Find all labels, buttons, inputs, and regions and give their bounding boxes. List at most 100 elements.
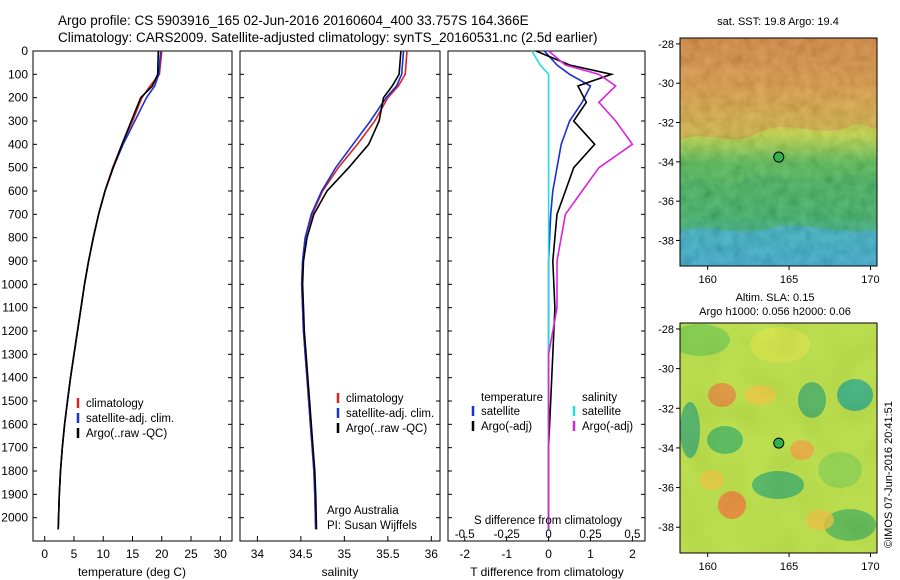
- lon-tick-label: 170: [861, 274, 879, 286]
- depth-tick-label: 300: [8, 114, 28, 128]
- x-tick-label: 10: [97, 547, 111, 561]
- lat-tick-label: -38: [658, 235, 674, 247]
- legend-label-t-argo: Argo(-adj): [481, 421, 532, 433]
- sla-heatmap: [680, 323, 877, 553]
- lat-tick-label: -36: [658, 196, 674, 208]
- credit-line-1: Argo Australia: [327, 505, 399, 517]
- legend-title-temperature: temperature: [481, 392, 543, 404]
- legend-label-s-argo: Argo(-adj): [582, 421, 633, 433]
- lat-tick-label: -30: [658, 364, 674, 376]
- depth-tick-label: 1900: [1, 487, 28, 501]
- depth-tick-label: 1600: [1, 417, 28, 431]
- s-tick-label: -0.25: [494, 529, 520, 541]
- legend-label-argo: Argo(..raw -QC): [346, 423, 427, 435]
- x-tick-label: 0: [41, 547, 48, 561]
- depth-tick-label: 900: [8, 254, 28, 268]
- x-tick-label: 2: [629, 547, 636, 561]
- x-tick-label: 36: [425, 547, 439, 561]
- x-tick-label: 15: [126, 547, 140, 561]
- sla-map-ticks: 160 165 170 -28 -30 -32 -34 -36 -38: [658, 324, 880, 573]
- temperature-x-label: temperature (deg C): [78, 565, 186, 579]
- difference-legend: temperature salinity satellite Argo(-adj…: [471, 392, 633, 433]
- legend-label-satellite: satellite-adj. clim.: [346, 408, 434, 420]
- climatology-line: [57, 50, 163, 530]
- depth-tick-label: 1200: [1, 324, 28, 338]
- argo-location-marker: [773, 437, 785, 449]
- sla-map-title-1: Altim. SLA: 0.15: [736, 292, 815, 304]
- depth-tick-label: 1500: [1, 394, 28, 408]
- satellite-adj-line: [300, 50, 405, 530]
- lat-tick-label: -32: [658, 403, 674, 415]
- depth-tick-label: 600: [8, 184, 28, 198]
- s-difference-label: S difference from climatology: [474, 515, 622, 527]
- depth-tick-label: 200: [8, 91, 28, 105]
- temperature-x-ticks: 0 5 10 15 20 25 30: [33, 50, 232, 561]
- depth-tick-label: 700: [8, 207, 28, 221]
- argo-line: [57, 50, 160, 530]
- s-tick-label: 0: [545, 529, 551, 541]
- lat-tick-label: -28: [658, 39, 674, 51]
- depth-tick-label: 800: [8, 231, 28, 245]
- lat-tick-label: -36: [658, 483, 674, 495]
- lon-tick-label: 160: [698, 274, 716, 286]
- s-tick-label: -0.5: [455, 529, 475, 541]
- difference-profiles: [531, 50, 634, 530]
- t-difference-x-label: T difference from climatology: [470, 565, 624, 579]
- lat-tick-label: -34: [658, 157, 674, 169]
- x-tick-label: 25: [184, 547, 198, 561]
- legend-label-satellite: satellite-adj. clim.: [86, 413, 174, 425]
- argo-line: [301, 50, 402, 530]
- salinity-panel-frame: [239, 50, 441, 542]
- x-tick-label: 30: [214, 547, 228, 561]
- credit-line-2: PI: Susan Wijffels: [327, 520, 417, 532]
- lat-tick-label: -38: [658, 522, 674, 534]
- sla-map-title-2: Argo h1000: 0.056 h2000: 0.06: [699, 306, 851, 318]
- climatology-line: [300, 50, 408, 530]
- temperature-profiles: [57, 50, 163, 530]
- x-tick-label: 35.5: [376, 547, 400, 561]
- x-tick-label: 34.5: [289, 547, 313, 561]
- x-tick-label: 5: [71, 547, 78, 561]
- difference-x-ticks: -2 -1 0 1 2 -0.5 -0.25 0 0.25 0.5: [448, 50, 645, 561]
- depth-tick-label: 100: [8, 67, 28, 81]
- lon-tick-label: 165: [780, 561, 798, 573]
- depth-tick-label: 1000: [1, 277, 28, 291]
- legend-label-climatology: climatology: [346, 393, 404, 405]
- legend-label-s-satellite: satellite: [582, 406, 621, 418]
- depth-tick-label: 1700: [1, 441, 28, 455]
- x-tick-label: 1: [587, 547, 594, 561]
- depth-tick-label: 1300: [1, 347, 28, 361]
- sla-map-frame: [679, 322, 878, 554]
- s-satellite-line: [531, 50, 550, 530]
- difference-panel-frame: [447, 50, 646, 542]
- s-tick-label: 0.5: [624, 529, 640, 541]
- t-satellite-line: [543, 50, 592, 530]
- x-tick-label: 34: [251, 547, 265, 561]
- lon-tick-label: 160: [698, 561, 716, 573]
- x-tick-label: 0: [545, 547, 552, 561]
- depth-tick-label: 1100: [2, 301, 28, 315]
- t-argo-line: [535, 50, 615, 530]
- x-tick-label: -2: [459, 547, 470, 561]
- salinity-x-label: salinity: [322, 565, 359, 579]
- lat-tick-label: -28: [658, 324, 674, 336]
- depth-tick-label: 1800: [1, 464, 28, 478]
- legend-label-climatology: climatology: [86, 398, 144, 410]
- sst-map-ticks: 160 165 170 -28 -30 -32 -34 -36 -38: [658, 39, 880, 286]
- imos-watermark: ©IMOS 07-Jun-2016 20:41:51: [883, 401, 895, 548]
- lon-tick-label: 165: [780, 274, 798, 286]
- depth-axis: 0 100 200 300 400 500 600 700 800 900 1000 1100 1200…: [1, 44, 28, 525]
- s-argo-line: [547, 50, 634, 530]
- depth-tick-label: 400: [8, 137, 28, 151]
- salinity-x-ticks: 34 34.5 35 35.5 36: [240, 50, 440, 561]
- header-line-1: Argo profile: CS 5903916_165 02-Jun-2016…: [58, 13, 529, 28]
- depth-tick-label: 2000: [1, 511, 28, 525]
- depth-tick-label: 500: [8, 161, 28, 175]
- argo-location-marker: [773, 151, 785, 163]
- header-line-2: Climatology: CARS2009. Satellite-adjuste…: [58, 30, 598, 45]
- x-tick-label: 35: [338, 547, 352, 561]
- depth-tick-label: 1400: [1, 371, 28, 385]
- temperature-legend: climatology satellite-adj. clim. Argo(..…: [76, 398, 174, 440]
- lat-tick-label: -30: [658, 78, 674, 90]
